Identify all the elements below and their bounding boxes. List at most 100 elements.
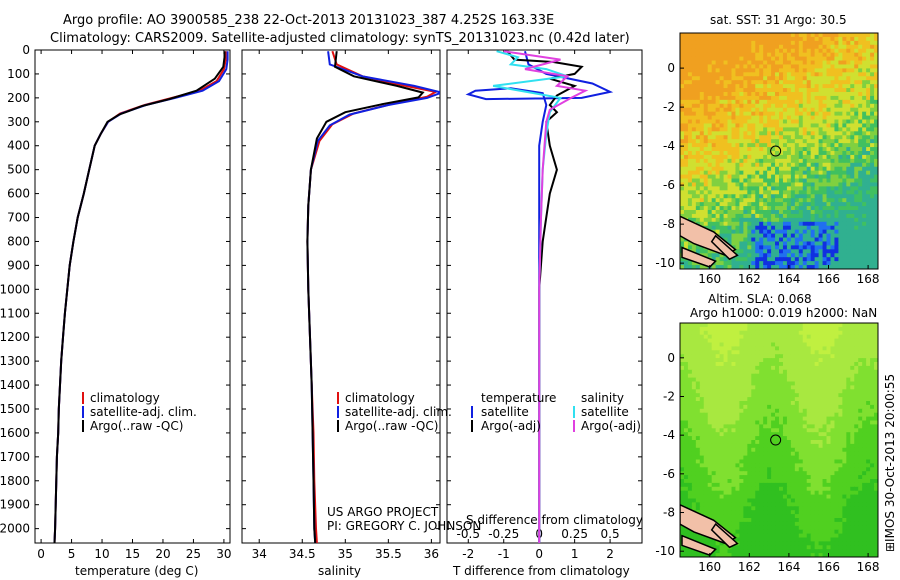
heatmap-cell: [790, 358, 796, 363]
heatmap-cell: [858, 377, 863, 383]
heatmap-cell: [874, 257, 878, 262]
heatmap-cell: [715, 365, 721, 371]
heatmap-cell: [806, 385, 812, 390]
heatmap-cell: [874, 393, 878, 398]
heatmap-cell: [779, 241, 784, 246]
heatmap-cell: [790, 225, 796, 231]
heatmap-cell: [794, 213, 800, 219]
heatmap-cell: [771, 80, 776, 85]
heatmap-cell: [822, 424, 828, 429]
heatmap-cell: [874, 261, 878, 266]
heatmap-cell: [782, 158, 788, 164]
heatmap-cell: [711, 92, 717, 97]
heatmap-cell: [719, 127, 725, 132]
heatmap-cell: [794, 147, 800, 152]
heatmap-cell: [763, 135, 768, 140]
heatmap-cell: [826, 123, 832, 128]
heatmap-cell: [763, 56, 768, 62]
heatmap-cell: [755, 72, 760, 77]
heatmap-cell: [794, 338, 800, 344]
heatmap-cell: [874, 135, 878, 140]
heatmap-cell: [790, 404, 796, 410]
heatmap-cell: [810, 373, 816, 379]
heatmap-cell: [751, 95, 756, 101]
heatmap-cell: [802, 369, 808, 375]
heatmap-cell: [870, 420, 875, 425]
heatmap-cell: [707, 253, 713, 258]
heatmap-cell: [846, 99, 851, 105]
heatmap-cell: [822, 412, 828, 418]
heatmap-cell: [870, 389, 875, 394]
heatmap-cell: [711, 253, 717, 258]
heatmap-cell: [683, 245, 689, 250]
heatmap-cell: [838, 428, 843, 433]
heatmap-cell: [723, 221, 729, 227]
heatmap-cell: [775, 213, 780, 219]
heatmap-cell: [763, 33, 768, 38]
heatmap-cell: [794, 80, 800, 85]
heatmap-cell: [707, 166, 713, 172]
heatmap-cell: [798, 190, 804, 195]
heatmap-cell: [703, 416, 709, 422]
heatmap-cell: [810, 147, 816, 152]
heatmap-cell: [818, 186, 824, 191]
heatmap-cell: [822, 428, 828, 433]
heatmap-cell: [771, 225, 776, 231]
heatmap-cell: [759, 103, 764, 109]
heatmap-cell: [680, 358, 685, 363]
heatmap-cell: [735, 389, 740, 394]
heatmap-cell: [850, 36, 855, 42]
heatmap-cell: [699, 377, 705, 383]
heatmap-cell: [735, 52, 740, 58]
heatmap-cell: [802, 178, 808, 184]
heatmap-cell: [691, 443, 697, 449]
heatmap-cell: [739, 326, 744, 332]
heatmap-cell: [870, 135, 875, 140]
depth-tick-label: 1100: [0, 306, 30, 320]
heatmap-cell: [802, 84, 808, 89]
heatmap-cell: [719, 186, 725, 191]
heatmap-cell: [763, 408, 768, 414]
heatmap-cell: [731, 338, 737, 344]
heatmap-cell: [846, 362, 851, 367]
heatmap-cell: [834, 213, 839, 219]
heatmap-cell: [854, 178, 859, 184]
heatmap-cell: [707, 393, 713, 398]
heatmap-cell: [715, 103, 721, 109]
heatmap-cell: [838, 40, 843, 46]
heatmap-cell: [723, 166, 729, 172]
heatmap-cell: [707, 436, 713, 441]
heatmap-cell: [775, 139, 780, 144]
heatmap-cell: [862, 33, 867, 38]
heatmap-cell: [699, 166, 705, 172]
heatmap-cell: [822, 326, 828, 332]
heatmap-cell: [751, 389, 756, 394]
heatmap-cell: [790, 354, 796, 359]
heatmap-cell: [715, 147, 721, 152]
heatmap-cell: [759, 135, 764, 140]
heatmap-cell: [703, 397, 709, 402]
heatmap-cell: [755, 135, 760, 140]
heatmap-cell: [814, 404, 820, 410]
sla-map-subtitle: Argo h1000: 0.019 h2000: NaN: [690, 306, 877, 320]
heatmap-cell: [727, 170, 733, 176]
heatmap-cell: [834, 84, 839, 89]
heatmap-cell: [727, 432, 733, 437]
heatmap-cell: [743, 424, 748, 429]
heatmap-cell: [779, 404, 784, 410]
heatmap-cell: [719, 80, 725, 85]
heatmap-cell: [751, 115, 756, 121]
heatmap-cell: [846, 190, 851, 195]
heatmap-cell: [743, 44, 748, 50]
heatmap-cell: [822, 265, 828, 269]
heatmap-cell: [834, 64, 839, 69]
heatmap-cell: [874, 362, 878, 367]
heatmap-cell: [858, 143, 863, 148]
heatmap-cell: [735, 401, 740, 406]
heatmap-cell: [755, 88, 760, 93]
heatmap-cell: [779, 147, 784, 152]
heatmap-cell: [826, 202, 832, 207]
heatmap-cell: [711, 265, 717, 269]
heatmap-cell: [680, 103, 685, 109]
heatmap-cell: [838, 60, 843, 66]
